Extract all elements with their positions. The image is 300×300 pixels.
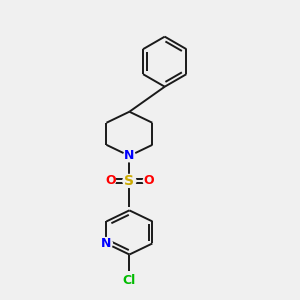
Text: N: N <box>101 237 112 250</box>
Circle shape <box>123 174 136 188</box>
Text: O: O <box>143 174 154 188</box>
Circle shape <box>143 176 154 186</box>
Circle shape <box>100 238 112 249</box>
Text: N: N <box>124 149 135 162</box>
Circle shape <box>105 176 116 186</box>
Circle shape <box>124 150 135 162</box>
Text: Cl: Cl <box>123 274 136 287</box>
Text: S: S <box>124 174 134 188</box>
Text: O: O <box>105 174 116 188</box>
